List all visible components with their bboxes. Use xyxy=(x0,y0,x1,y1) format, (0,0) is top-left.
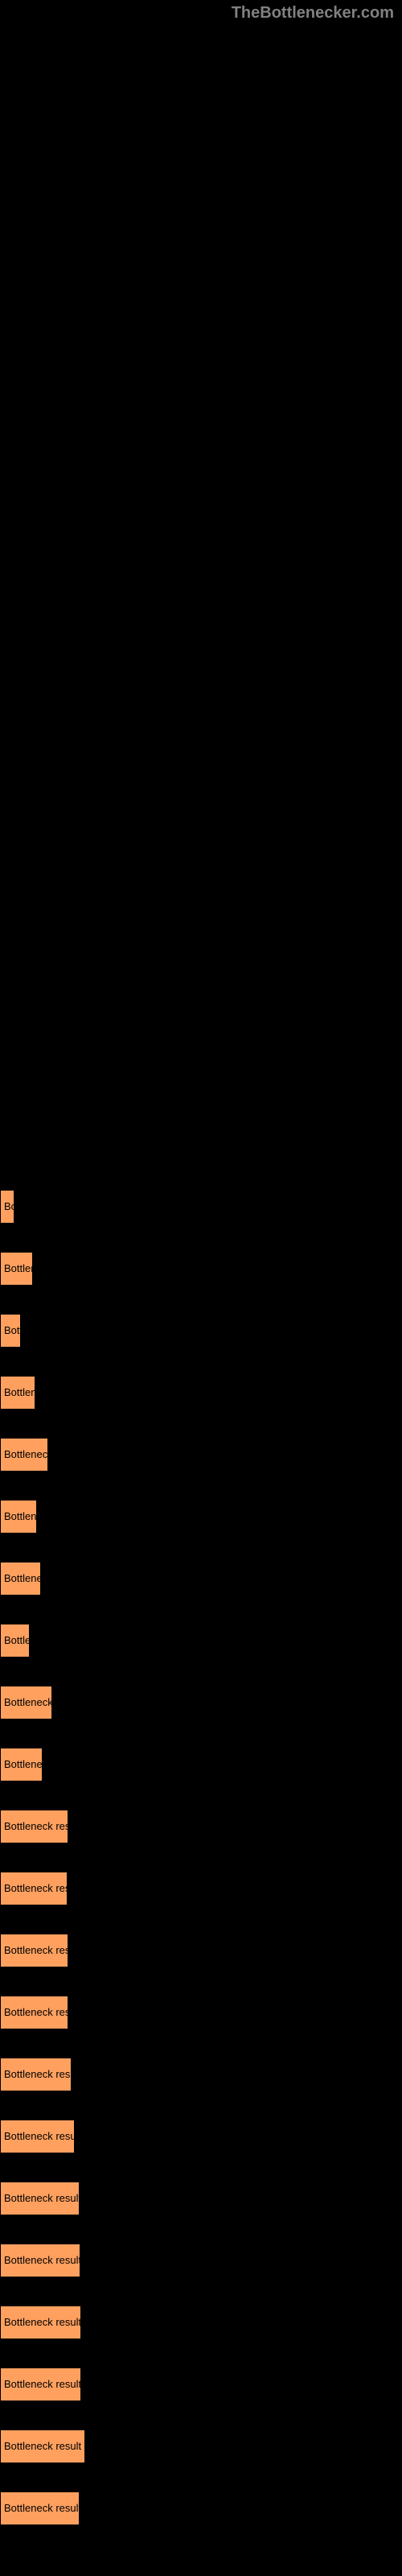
bar-row: Bottleneck xyxy=(0,1485,402,1547)
bar: Bottleneck result xyxy=(0,2429,85,2463)
bar-label: Bott xyxy=(4,1324,20,1336)
bar: Bottleneck result xyxy=(0,2491,80,2525)
bar-label: Bottleneck xyxy=(4,1386,35,1398)
bar: Bottleneck result xyxy=(0,1934,68,1967)
bar-label: Bottleneck xyxy=(4,1758,42,1770)
bar-label: Bottleneck result xyxy=(4,1882,67,1894)
bar-row: Bott xyxy=(0,1299,402,1361)
bar-row: Bottleneck result xyxy=(0,2043,402,2105)
bar-label: Bottleneck result xyxy=(4,1944,68,1956)
bar: Bottleneck result xyxy=(0,2368,81,2401)
bar: Bottleneck result xyxy=(0,1810,68,1843)
bar-label: Bottleneck result xyxy=(4,2254,80,2266)
bar-label: Bottleneck result xyxy=(4,1820,68,1832)
bar: Bottlen xyxy=(0,1624,30,1657)
bar: Bottleneck result xyxy=(0,2306,81,2339)
bar-label: Bottlene xyxy=(4,1262,32,1274)
bar-row: Bottleneck xyxy=(0,1361,402,1423)
bar-row: Bottleneck result xyxy=(0,2105,402,2167)
bar-row: Bottleneck res xyxy=(0,1671,402,1733)
bar: Bottleneck xyxy=(0,1500,37,1534)
bar-row: Bottleneck result xyxy=(0,1919,402,1981)
bar: Bottleneck result xyxy=(0,1996,68,2029)
bar: Bottleneck res xyxy=(0,1686,52,1719)
bar-row: Bottleneck re xyxy=(0,1423,402,1485)
bar: Bottleneck result xyxy=(0,2182,80,2215)
bar-row: Bottleneck result xyxy=(0,1981,402,2043)
bar: Bottleneck result xyxy=(0,2120,75,2153)
bar-row: Bottleneck xyxy=(0,1733,402,1795)
bar-label: Bottleneck result xyxy=(4,2378,80,2390)
bar: Bottleneck xyxy=(0,1748,43,1781)
bar-label: Bottleneck result xyxy=(4,2440,81,2452)
bar: Bottleneck xyxy=(0,1562,41,1596)
bar-label: Bottleneck result xyxy=(4,2502,79,2514)
bar-row: Bottleneck result xyxy=(0,1795,402,1857)
bar-row: Bottleneck result xyxy=(0,2167,402,2229)
bar-label: Bottleneck result xyxy=(4,2130,74,2142)
bar-row: Bottleneck xyxy=(0,1547,402,1609)
bar-row: Bottleneck result xyxy=(0,2229,402,2291)
bar: Bottlene xyxy=(0,1252,33,1286)
bar-row: Bottleneck result xyxy=(0,2291,402,2353)
bar: Bottleneck result xyxy=(0,2058,72,2091)
bar-label: Bottleneck xyxy=(4,1510,36,1522)
bar: Bottleneck result xyxy=(0,2244,80,2277)
bar-label: Bottleneck result xyxy=(4,2316,80,2328)
bar-chart: Bo Bottlene Bott Bottleneck Bottleneck re Bot… xyxy=(0,0,402,2539)
bar: Bott xyxy=(0,1314,21,1348)
bar-label: Bottleneck result xyxy=(4,2068,71,2080)
watermark: TheBottlenecker.com xyxy=(232,4,394,23)
bar: Bo xyxy=(0,1190,14,1224)
bar: Bottleneck re xyxy=(0,1438,48,1472)
bar-row: Bottlen xyxy=(0,1609,402,1671)
bar-row: Bottlene xyxy=(0,1237,402,1299)
bar-label: Bo xyxy=(4,1200,14,1212)
bar-label: Bottleneck re xyxy=(4,1448,47,1460)
bar-row: Bottleneck result xyxy=(0,2477,402,2539)
bar-label: Bottleneck res xyxy=(4,1696,51,1708)
bar-label: Bottlen xyxy=(4,1634,29,1646)
bar-row: Bo xyxy=(0,1175,402,1237)
bar: Bottleneck xyxy=(0,1376,35,1410)
bar-row: Bottleneck result xyxy=(0,2415,402,2477)
bar: Bottleneck result xyxy=(0,1872,68,1905)
bar-label: Bottleneck xyxy=(4,1572,40,1584)
bar-label: Bottleneck result xyxy=(4,2192,79,2204)
bar-label: Bottleneck result xyxy=(4,2006,68,2018)
bar-row: Bottleneck result xyxy=(0,2353,402,2415)
bar-row: Bottleneck result xyxy=(0,1857,402,1919)
